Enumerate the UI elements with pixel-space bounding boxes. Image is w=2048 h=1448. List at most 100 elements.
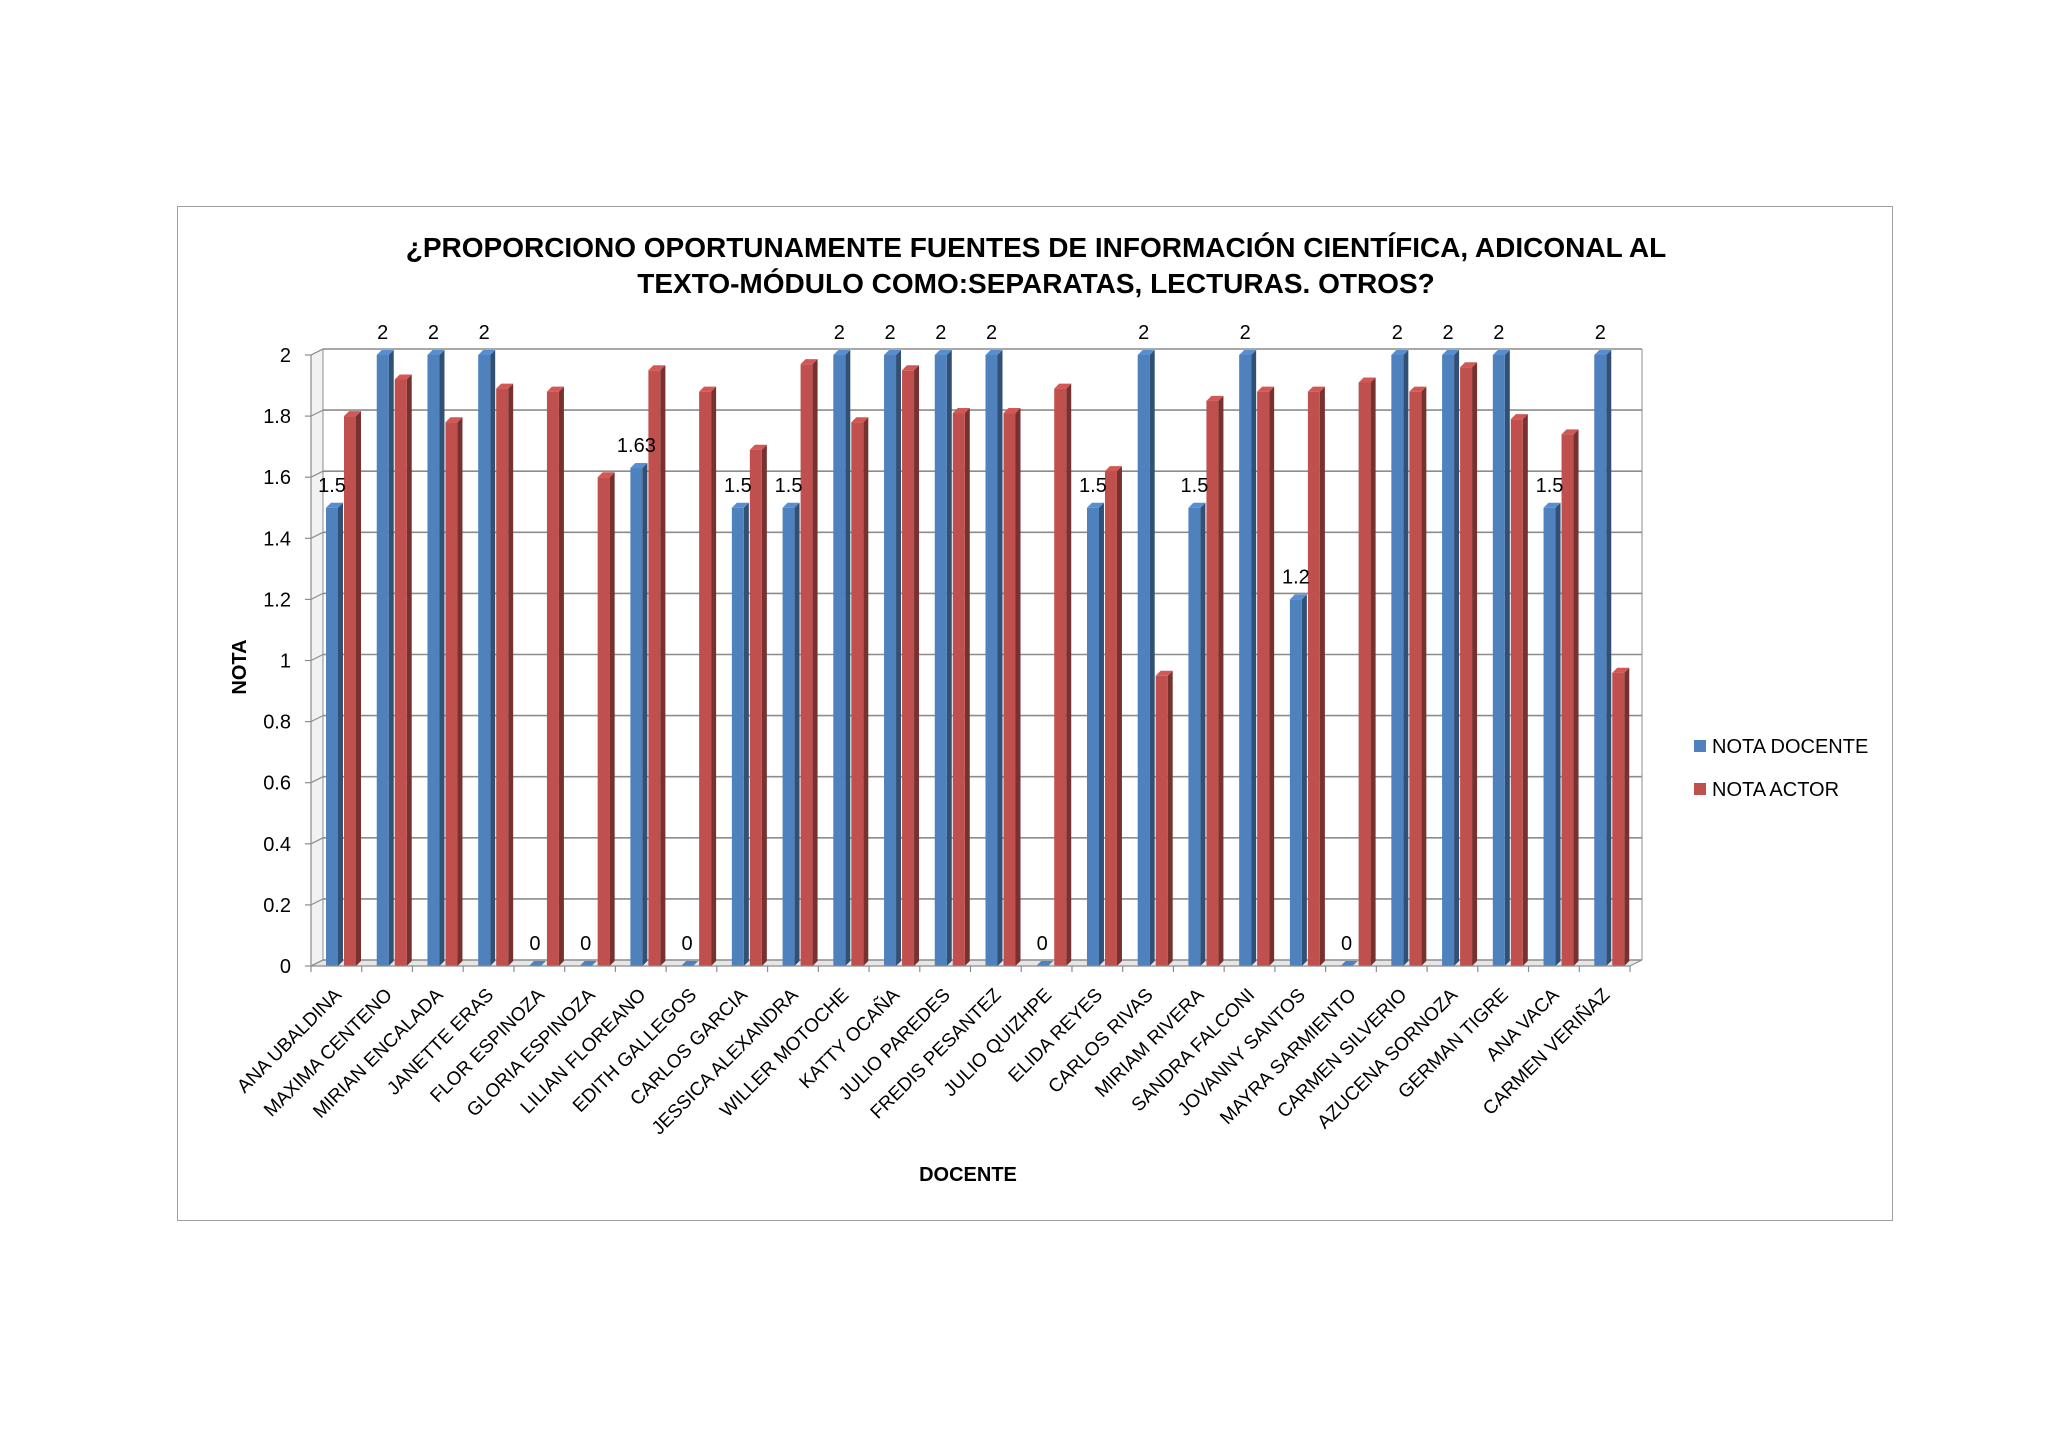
gridline-side: [310, 959, 324, 967]
bar-top: [1104, 466, 1122, 472]
bar-side: [1200, 502, 1206, 966]
bar-nota-docente: [1492, 350, 1510, 966]
data-label: 2: [428, 322, 439, 344]
bar-nota-docente: [427, 350, 445, 966]
bar-nota-docente: [731, 502, 749, 966]
bar-top: [1188, 502, 1206, 508]
bar-side: [1370, 377, 1376, 966]
y-tick-label: 2: [280, 345, 291, 367]
bar-zero: [1036, 961, 1054, 966]
bar-top: [394, 374, 412, 380]
gridline-side: [310, 776, 324, 784]
data-label: 2: [1443, 322, 1454, 344]
gridline-side: [310, 470, 324, 478]
bar-nota-actor: [902, 365, 920, 966]
y-tick-label: 1.6: [263, 467, 291, 489]
data-label: 2: [1595, 322, 1606, 344]
bar-front: [1391, 355, 1404, 966]
bar-top: [1289, 594, 1307, 600]
bar-top: [344, 411, 361, 417]
bar-nota-docente: [579, 961, 597, 966]
bar-top: [1307, 386, 1325, 392]
bar-nota-docente: [478, 350, 496, 966]
data-label: 2: [1240, 322, 1251, 344]
bar-side: [1066, 383, 1072, 966]
bar-front: [1307, 391, 1320, 966]
bar-nota-actor: [394, 374, 412, 966]
bar-nota-docente: [630, 463, 648, 966]
bar-front: [344, 416, 356, 967]
legend: NOTA DOCENTE NOTA ACTOR: [1694, 736, 1868, 801]
bar-nota-actor: [1460, 362, 1478, 967]
bar-front: [1543, 507, 1556, 966]
bar-side: [946, 350, 952, 966]
bar-top: [1510, 414, 1528, 420]
gridline-side: [310, 592, 324, 600]
bar-side: [1624, 667, 1630, 966]
legend-label-nota-docente: NOTA DOCENTE: [1712, 736, 1868, 758]
bar-front: [800, 364, 813, 966]
bar-nota-actor: [1510, 414, 1528, 966]
bar-top: [1239, 350, 1257, 355]
bar-nota-docente: [376, 350, 394, 966]
bar-nota-docente: [1188, 502, 1206, 966]
bar-front: [1289, 599, 1302, 966]
y-tick-label: 1: [280, 651, 291, 673]
y-axis-title: NOTA: [229, 639, 251, 694]
bar-front: [985, 355, 998, 966]
bar-top: [326, 502, 343, 508]
bar-top: [1391, 350, 1409, 355]
bar-side: [338, 502, 343, 966]
bar-top: [1137, 350, 1155, 355]
bar-front: [851, 422, 864, 966]
bar-side: [609, 472, 615, 966]
bar-front: [699, 391, 712, 966]
data-label: 1.63: [617, 435, 656, 457]
bar-front: [833, 355, 846, 966]
bar-side: [356, 411, 361, 967]
chart-frame: ¿PROPORCIONO OPORTUNAMENTE FUENTES DE IN…: [177, 206, 1893, 1221]
bar-front: [1561, 434, 1574, 966]
bar-top: [985, 350, 1003, 355]
bar-nota-actor: [445, 417, 463, 966]
data-label: 2: [884, 322, 895, 344]
bar-top: [1257, 386, 1275, 392]
bar-nota-actor: [1612, 667, 1630, 966]
bar-front: [731, 507, 744, 966]
data-label: 1.2: [1282, 566, 1310, 588]
bar-nota-actor: [1054, 383, 1072, 966]
bar-front: [749, 449, 762, 966]
bar-side: [1015, 408, 1021, 966]
bar-top: [699, 386, 717, 392]
legend-label-nota-actor: NOTA ACTOR: [1712, 779, 1839, 801]
bar-front: [1594, 355, 1607, 966]
data-label: 0: [1341, 933, 1352, 955]
bar-side: [1573, 429, 1579, 966]
bar-nota-docente: [1442, 350, 1460, 966]
legend-swatch-nota-actor: [1694, 783, 1706, 795]
bar-top: [731, 502, 749, 508]
data-label: 2: [377, 322, 388, 344]
bar-top: [648, 365, 666, 371]
bar-zero: [528, 961, 546, 966]
chart-title-line-1: ¿PROPORCIONO OPORTUNAMENTE FUENTES DE IN…: [406, 232, 1667, 263]
bar-side: [1301, 594, 1307, 966]
bar-top: [1409, 386, 1427, 392]
bar-nota-actor: [1104, 466, 1122, 966]
bar-nota-actor: [1358, 377, 1376, 966]
bar-nota-actor: [952, 408, 970, 966]
bar-front: [1257, 391, 1270, 966]
bar-side: [1454, 350, 1460, 966]
data-label: 2: [1392, 322, 1403, 344]
bar-side: [964, 408, 970, 966]
bar-top: [1086, 502, 1104, 508]
bar-nota-actor: [546, 386, 564, 966]
bar-top: [782, 502, 800, 508]
bar-front: [546, 391, 559, 966]
bar-nota-docente: [884, 350, 902, 966]
gridline-side: [310, 348, 324, 356]
bar-nota-docente: [934, 350, 952, 966]
bar-side: [1472, 362, 1478, 967]
bar-front: [597, 477, 610, 966]
y-tick-label: 0.6: [263, 773, 291, 795]
